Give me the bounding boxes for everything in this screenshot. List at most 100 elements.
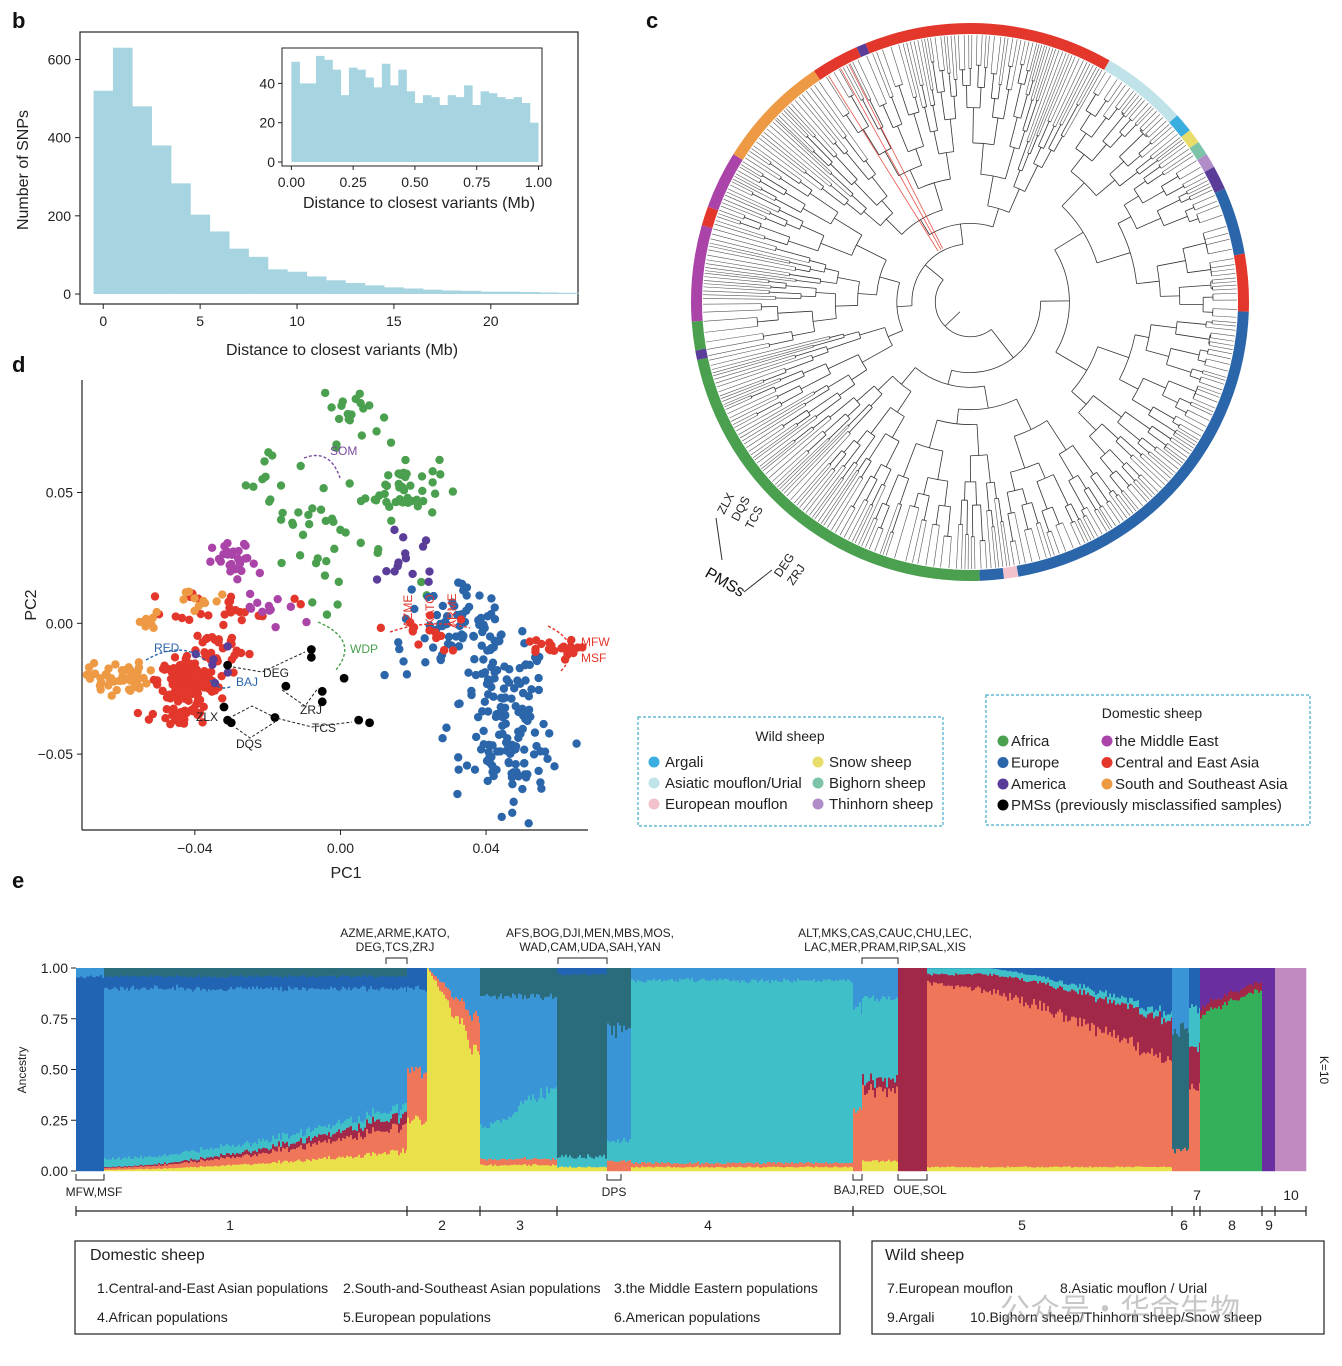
- tree-branch: [851, 369, 867, 381]
- tree-arc: [1128, 117, 1133, 122]
- ancestry-bar-segment: [1105, 989, 1108, 997]
- ancestry-bar-segment: [146, 1165, 149, 1169]
- som-arc: [303, 454, 341, 479]
- ancestry-bar-segment: [673, 1166, 676, 1172]
- ancestry-bar-segment: [244, 968, 247, 978]
- ancestry-bar-segment: [234, 1157, 237, 1165]
- tree-branch: [928, 419, 938, 448]
- inset-bar: [464, 85, 473, 162]
- ancestry-bar-segment: [951, 974, 954, 986]
- ancestry-bar-segment: [999, 1167, 1002, 1172]
- ancestry-bar-segment: [419, 1066, 422, 1120]
- ancestry-bar-segment: [437, 978, 440, 987]
- ancestry-bar-segment: [244, 977, 247, 989]
- tree-leaf: [734, 414, 758, 428]
- tree-branch: [983, 67, 987, 88]
- tree-leaf: [913, 40, 924, 85]
- ancestry-bar-segment: [338, 990, 341, 1120]
- ancestry-bar-segment: [130, 968, 133, 977]
- ancestry-bar-segment: [184, 990, 187, 1152]
- tree-arc: [1149, 156, 1153, 160]
- ancestry-bar-segment: [286, 977, 289, 992]
- ancestry-bar-segment: [793, 1163, 796, 1168]
- ancestry-bar-segment: [268, 1142, 271, 1151]
- tree-arc: [853, 439, 861, 446]
- ancestry-bar-segment: [841, 1162, 844, 1168]
- tree-leaf: [765, 418, 832, 475]
- tree-branch: [1147, 431, 1167, 446]
- tree-arc: [1175, 398, 1181, 408]
- ancestry-bar-segment: [719, 1163, 722, 1168]
- tree-leaf: [802, 470, 836, 511]
- tree-leaf: [740, 164, 762, 178]
- tree-arc: [779, 378, 782, 381]
- tree-leaf: [735, 173, 763, 189]
- pca-point: [501, 719, 510, 728]
- tree-branch: [1026, 100, 1038, 132]
- ancestry-bar-segment: [1159, 1166, 1162, 1172]
- ancestry-bar-segment: [1216, 999, 1219, 1009]
- pca-point: [90, 669, 100, 678]
- ancestry-bar-segment: [1069, 968, 1072, 985]
- ancestry-bar-segment: [435, 980, 438, 1172]
- ancestry-bar-segment: [629, 1027, 632, 1140]
- ancestry-bar-segment: [1069, 984, 1072, 992]
- ancestry-bar-segment: [1199, 1042, 1201, 1084]
- ancestry-bar-segment: [196, 1162, 199, 1168]
- ancestry-bar-segment: [433, 975, 436, 980]
- ancestry-bar-segment: [108, 977, 111, 990]
- ancestry-bar-segment: [781, 982, 784, 1163]
- ancestry-bar-segment: [120, 974, 123, 987]
- tree-branch: [829, 397, 855, 418]
- pca-point: [302, 617, 311, 627]
- pca-point: [196, 609, 206, 619]
- ancestry-bar-segment: [186, 976, 189, 989]
- ancestry-bar-segment: [304, 1149, 307, 1162]
- ancestry-bar-segment: [218, 989, 221, 1149]
- ancestry-bar-segment: [1254, 981, 1257, 990]
- ancestry-bar-segment: [192, 1161, 195, 1168]
- ancestry-bar-segment: [731, 968, 734, 982]
- ancestry-bar-segment: [659, 968, 662, 980]
- tree-leaf: [1209, 345, 1233, 350]
- ancestry-bar-segment: [973, 989, 976, 1168]
- ancestry-bar-segment: [536, 968, 539, 995]
- pca-point: [567, 635, 576, 645]
- ancestry-bar-segment: [625, 1029, 628, 1142]
- ancestry-bar-segment: [1143, 1052, 1146, 1167]
- pca-x-ticks: −0.04 0.00 0.04: [177, 830, 500, 856]
- ancestry-bar-segment: [192, 968, 195, 978]
- pca-point: [357, 431, 367, 440]
- pca-pms-points: [219, 645, 374, 728]
- ancestry-bar-segment: [835, 1166, 838, 1172]
- ancestry-bar-segment: [312, 1158, 315, 1172]
- ancestry-bar-segment: [827, 979, 830, 1164]
- pca-point: [483, 707, 493, 716]
- y-tick-label: 200: [48, 208, 72, 224]
- ancestry-bar-segment: [330, 975, 333, 987]
- ancestry-bar-segment: [1035, 974, 1038, 982]
- ancestry-bar-segment: [819, 968, 822, 982]
- ancestry-bar-segment: [866, 1161, 869, 1172]
- ancestry-bar-segment: [76, 977, 79, 1172]
- ancestry-bar-segment: [178, 1161, 181, 1164]
- ancestry-bar-segment: [1119, 1166, 1122, 1172]
- pca-point: [290, 594, 299, 604]
- ancestry-bar-segment: [689, 968, 692, 981]
- ancestry-bar-segment: [689, 1166, 692, 1172]
- ancestry-bar-segment: [963, 968, 966, 975]
- ancestry-bar-segment: [425, 991, 428, 1073]
- ancestry-bar-segment: [465, 1030, 468, 1172]
- tree-branch: [1182, 242, 1206, 249]
- ancestry-bar-segment: [413, 989, 416, 1072]
- ancestry-bar-segment: [773, 1161, 776, 1167]
- ancestry-bar-segment: [544, 1158, 547, 1166]
- ancestry-bar-segment: [757, 1162, 760, 1167]
- tree-leaf: [705, 333, 763, 343]
- tree-arc: [811, 426, 815, 430]
- ancestry-bar-segment: [176, 968, 179, 975]
- ancestry-bar-segment: [695, 1166, 698, 1172]
- pca-point: [320, 388, 330, 398]
- tree-branch: [875, 502, 883, 519]
- ancestry-bar-segment: [168, 968, 171, 977]
